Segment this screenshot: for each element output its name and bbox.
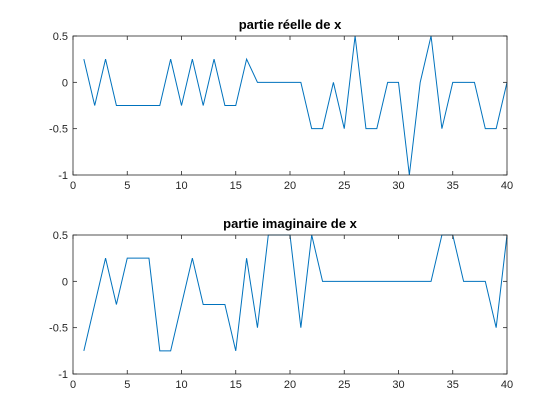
y-tick-label: 0 bbox=[62, 276, 68, 288]
x-tick-label: 25 bbox=[338, 379, 350, 391]
x-tick-label: 5 bbox=[124, 379, 130, 391]
subplot-real-part: 0 5 10 15 20 25 30 35 40 -1 -0.5 0 0.5 partie réelle … bbox=[49, 17, 513, 192]
x-tick-label: 30 bbox=[392, 180, 404, 192]
x-tick-label: 10 bbox=[175, 379, 187, 391]
x-tick-label: 35 bbox=[447, 180, 459, 192]
x-tick-label: 35 bbox=[447, 379, 459, 391]
x-tick-label: 40 bbox=[501, 379, 513, 391]
y-tick-label: 0.5 bbox=[53, 31, 68, 43]
y-tick-label: -1 bbox=[58, 170, 68, 182]
y-tick-label: -0.5 bbox=[49, 323, 68, 335]
x-tick-label: 20 bbox=[284, 180, 296, 192]
series-line bbox=[83, 234, 508, 352]
y-tick-label: -1 bbox=[58, 369, 68, 381]
y-tick-label: 0 bbox=[62, 77, 68, 89]
series-line bbox=[83, 35, 508, 176]
x-tick-label: 25 bbox=[338, 180, 350, 192]
x-tick-label: 5 bbox=[124, 180, 130, 192]
x-tick-label: 30 bbox=[392, 379, 404, 391]
x-tick-label: 0 bbox=[70, 180, 76, 192]
x-tick-label: 10 bbox=[175, 180, 187, 192]
y-tick-label: -0.5 bbox=[49, 124, 68, 136]
y-tick-label: 0.5 bbox=[53, 230, 68, 242]
x-tick-label: 0 bbox=[70, 379, 76, 391]
x-tick-label: 20 bbox=[284, 379, 296, 391]
plot-area bbox=[73, 235, 507, 374]
x-tick-label: 15 bbox=[230, 379, 242, 391]
x-tick-label: 40 bbox=[501, 180, 513, 192]
subplot-imaginary-part: 0 5 10 15 20 25 30 35 40 -1 -0.5 0 0.5 partie imagina… bbox=[49, 216, 513, 391]
x-tick-label: 15 bbox=[230, 180, 242, 192]
chart-title: partie réelle de x bbox=[239, 17, 342, 32]
chart-title: partie imaginaire de x bbox=[223, 216, 357, 231]
